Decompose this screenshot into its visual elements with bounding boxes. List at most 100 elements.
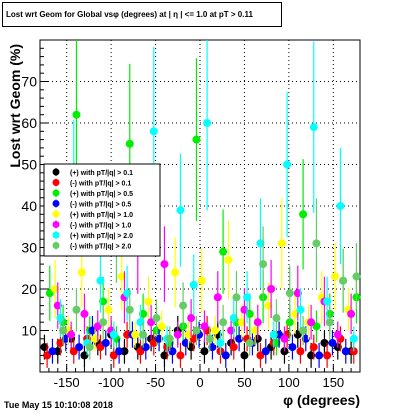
data-point	[171, 268, 180, 277]
data-point	[224, 255, 233, 264]
chart-title: Lost wrt Geom for Global vsφ (degrees) a…	[2, 2, 282, 27]
data-point	[267, 285, 276, 293]
data-point	[203, 119, 212, 127]
data-point	[59, 326, 68, 335]
x-tick-label: 50	[237, 375, 251, 390]
legend-marker	[52, 221, 60, 228]
data-point	[285, 318, 294, 327]
legend-marker	[52, 200, 60, 207]
data-point	[256, 239, 265, 248]
data-point	[96, 276, 105, 285]
data-point	[259, 260, 268, 269]
y-tick-label: 50	[21, 157, 37, 173]
data-point	[152, 314, 161, 323]
data-point	[333, 330, 342, 339]
data-point	[240, 351, 249, 360]
data-layer	[40, 40, 361, 368]
data-point	[139, 330, 148, 339]
data-point	[216, 338, 225, 347]
data-point	[307, 318, 316, 327]
data-point	[181, 338, 190, 347]
legend-label: (-) with pT/|q| > 0.1	[70, 181, 131, 188]
data-point	[315, 351, 324, 360]
legend-marker	[52, 242, 60, 249]
legend-label: (+) with pT/|q| > 0.5	[70, 191, 133, 198]
data-point	[307, 351, 316, 360]
data-point	[72, 305, 81, 314]
data-point	[141, 343, 150, 352]
x-tick-label: -150	[54, 375, 80, 390]
data-point	[336, 202, 345, 210]
data-point	[280, 334, 289, 343]
data-point	[160, 260, 169, 269]
legend: (+) with pT/|q| > 0.1 (-) with pT/|q| > 0…	[43, 163, 161, 257]
data-point	[115, 347, 124, 356]
data-point	[237, 318, 246, 327]
data-point	[125, 139, 134, 148]
legend-label: (+) with pT/|q| > 0.1	[70, 170, 133, 177]
legend-label: (-) with pT/|q| > 1.0	[70, 223, 131, 230]
y-axis-label: Lost wrt Geom (%)	[7, 44, 23, 168]
data-point	[192, 326, 201, 335]
data-point	[325, 318, 334, 327]
data-point	[227, 326, 236, 335]
legend-label: (-) with pT/|q| > 0.5	[70, 202, 131, 209]
data-point	[272, 338, 281, 347]
data-point	[85, 343, 94, 352]
data-point	[211, 326, 220, 335]
data-point	[251, 326, 260, 335]
data-point	[53, 301, 62, 310]
data-point	[139, 309, 148, 318]
data-point	[123, 289, 132, 298]
data-point	[229, 343, 238, 352]
data-point	[125, 305, 134, 314]
x-tick-label: 0	[196, 375, 203, 390]
data-point	[283, 160, 292, 169]
data-point	[40, 343, 49, 352]
legend-marker	[52, 189, 60, 197]
data-point	[285, 289, 294, 298]
data-point	[67, 330, 76, 339]
data-point	[200, 347, 209, 356]
data-point	[309, 123, 318, 132]
x-tick-label: 150	[322, 375, 344, 390]
data-point	[176, 206, 185, 215]
legend-box	[43, 163, 161, 257]
data-point	[173, 330, 182, 339]
legend-marker	[52, 179, 60, 186]
y-tick-label: 30	[21, 240, 37, 256]
data-point	[80, 351, 89, 360]
data-point	[157, 322, 166, 331]
x-tick-label: -100	[98, 375, 124, 390]
data-point	[179, 301, 188, 310]
data-point	[347, 309, 356, 318]
data-point	[80, 309, 89, 318]
data-point	[144, 297, 153, 306]
legend-marker	[52, 210, 60, 218]
data-point	[288, 343, 297, 352]
data-point	[77, 268, 86, 277]
legend-label: (-) with pT/|q| > 2.0	[70, 244, 131, 251]
data-point	[245, 338, 254, 347]
data-point	[341, 347, 350, 356]
data-point	[75, 343, 84, 352]
data-point	[328, 338, 337, 347]
data-point	[213, 293, 222, 302]
data-point	[72, 110, 81, 119]
data-point	[323, 297, 332, 306]
data-point	[296, 347, 305, 356]
data-point	[192, 135, 201, 144]
data-point	[269, 330, 278, 339]
data-point	[56, 314, 65, 323]
data-point	[299, 210, 308, 219]
data-point	[349, 334, 358, 343]
axes: -150 -100 -50 0 50 100 150 10 20 30 40 50 60 70	[21, 47, 361, 390]
x-axis-label: φ (degrees)	[283, 392, 360, 408]
y-tick-label: 40	[21, 198, 37, 214]
x-tick-label: 100	[278, 375, 300, 390]
data-point	[240, 305, 249, 314]
data-point	[136, 318, 145, 327]
legend-label: (+) with pT/|q| > 2.0	[70, 233, 133, 240]
data-point	[99, 297, 108, 306]
data-point	[221, 351, 230, 360]
